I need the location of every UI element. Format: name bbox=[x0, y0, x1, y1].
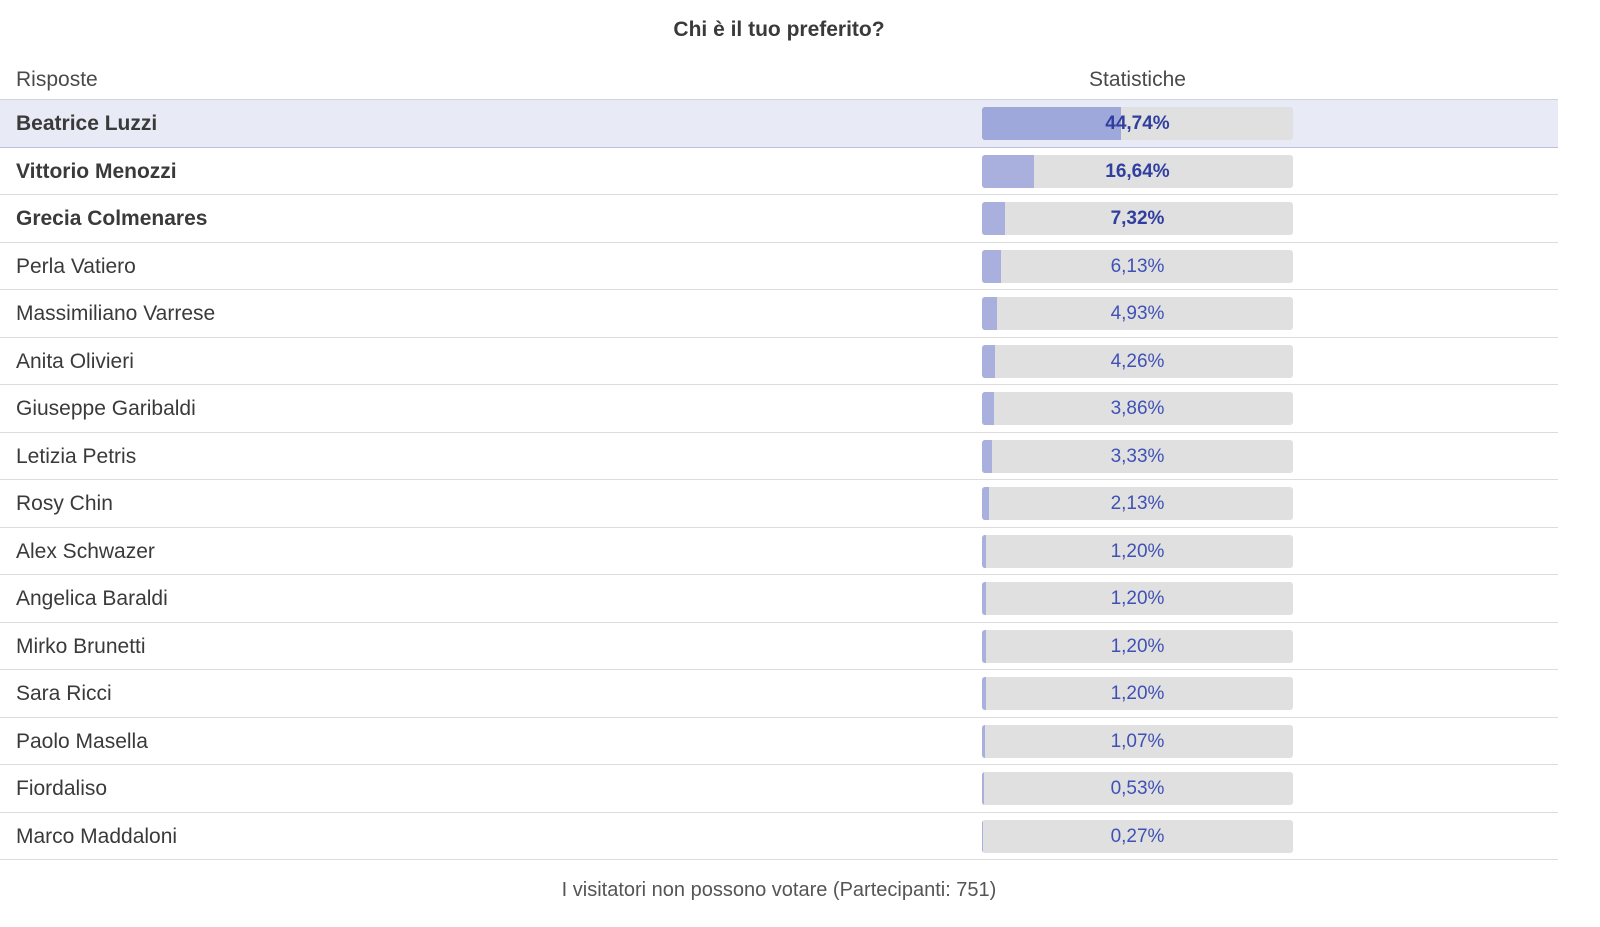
poll-result-bar-fill bbox=[982, 439, 993, 473]
poll-footer-note: I visitatori non possono votare (Parteci… bbox=[561, 879, 997, 901]
poll-result-bar-fill bbox=[982, 344, 996, 378]
poll-result-row: Rosy Chin 2,13% bbox=[0, 480, 1558, 528]
poll-result-bar: 1,20% bbox=[982, 534, 1293, 568]
poll-result-percent: 3,86% bbox=[1110, 398, 1165, 419]
poll-result-percent: 16,64% bbox=[1105, 160, 1170, 182]
poll-option-name: Paolo Masella bbox=[16, 729, 148, 753]
poll-table-header: Risposte Statistiche bbox=[0, 60, 1558, 100]
poll-option-name: Marco Maddaloni bbox=[16, 824, 178, 848]
poll-result-bar-fill bbox=[982, 249, 1002, 283]
poll-result-bar-fill bbox=[982, 677, 986, 710]
poll-option-name: Letizia Petris bbox=[16, 444, 137, 468]
poll-result-bar: 1,20% bbox=[982, 582, 1293, 615]
poll-result-row: Beatrice Luzzi 44,74% bbox=[0, 100, 1558, 148]
poll-result-bar-fill bbox=[982, 297, 998, 330]
poll-result-bar: 6,13% bbox=[982, 249, 1293, 283]
poll-result-row: Marco Maddaloni 0,27% bbox=[0, 813, 1558, 860]
answers-column-header: Risposte bbox=[16, 68, 98, 91]
poll-result-bar-fill bbox=[982, 772, 984, 805]
poll-result-bar: 16,64% bbox=[982, 154, 1293, 188]
poll-result-percent: 6,13% bbox=[1110, 255, 1165, 277]
poll-result-row: Alex Schwazer 1,20% bbox=[0, 528, 1558, 575]
poll-result-row: Perla Vatiero 6,13% bbox=[0, 243, 1558, 290]
poll-result-percent: 1,20% bbox=[1110, 683, 1165, 704]
poll-result-percent: 4,26% bbox=[1110, 350, 1165, 372]
poll-result-row: Fiordaliso 0,53% bbox=[0, 765, 1558, 813]
poll-result-row: Letizia Petris 3,33% bbox=[0, 433, 1558, 480]
poll-widget: Chi è il tuo preferito? Risposte Statist… bbox=[0, 18, 1558, 860]
poll-result-percent: 4,93% bbox=[1110, 303, 1165, 324]
poll-result-bar: 3,33% bbox=[982, 439, 1293, 473]
poll-option-name: Massimiliano Varrese bbox=[16, 302, 216, 325]
poll-result-bar-fill bbox=[982, 534, 986, 568]
poll-option-name: Vittorio Menozzi bbox=[16, 159, 177, 183]
poll-result-bar-fill bbox=[982, 392, 994, 425]
poll-result-bar: 1,20% bbox=[982, 629, 1293, 663]
poll-result-percent: 44,74% bbox=[1105, 113, 1170, 134]
poll-result-bar-fill bbox=[982, 487, 989, 520]
poll-result-bar: 0,53% bbox=[982, 772, 1293, 805]
poll-option-name: Anita Olivieri bbox=[16, 349, 134, 373]
poll-result-row: Sara Ricci 1,20% bbox=[0, 670, 1558, 718]
poll-result-row: Giuseppe Garibaldi 3,86% bbox=[0, 385, 1558, 433]
poll-result-bar-fill bbox=[982, 819, 983, 853]
poll-result-percent: 2,13% bbox=[1110, 493, 1165, 514]
poll-result-bar-fill bbox=[982, 724, 986, 758]
poll-option-name: Alex Schwazer bbox=[16, 539, 155, 563]
poll-result-row: Anita Olivieri 4,26% bbox=[0, 338, 1558, 385]
poll-result-bar: 1,20% bbox=[982, 677, 1293, 710]
poll-result-percent: 3,33% bbox=[1110, 445, 1165, 467]
poll-result-bar: 44,74% bbox=[982, 107, 1293, 140]
poll-result-row: Angelica Baraldi 1,20% bbox=[0, 575, 1558, 623]
poll-result-percent: 1,20% bbox=[1110, 635, 1165, 657]
poll-result-percent: 7,32% bbox=[1110, 208, 1165, 229]
poll-result-bar: 3,86% bbox=[982, 392, 1293, 425]
poll-title: Chi è il tuo preferito? bbox=[673, 18, 885, 41]
poll-result-row: Massimiliano Varrese 4,93% bbox=[0, 290, 1558, 338]
poll-option-name: Fiordaliso bbox=[16, 777, 108, 800]
poll-option-name: Angelica Baraldi bbox=[16, 587, 168, 610]
poll-result-bar: 1,07% bbox=[982, 724, 1293, 758]
poll-result-row: Vittorio Menozzi 16,64% bbox=[0, 148, 1558, 195]
poll-result-bar-fill bbox=[982, 154, 1034, 188]
poll-option-name: Mirko Brunetti bbox=[16, 634, 146, 658]
poll-result-bar-fill bbox=[982, 629, 986, 663]
poll-result-percent: 1,20% bbox=[1110, 540, 1165, 562]
poll-result-bar: 4,93% bbox=[982, 297, 1293, 330]
poll-result-bar: 2,13% bbox=[982, 487, 1293, 520]
poll-result-bar: 0,27% bbox=[982, 819, 1293, 853]
poll-result-bar-fill bbox=[982, 202, 1005, 235]
poll-result-row: Mirko Brunetti 1,20% bbox=[0, 623, 1558, 670]
poll-option-name: Beatrice Luzzi bbox=[16, 112, 158, 135]
poll-result-bar: 7,32% bbox=[982, 202, 1293, 235]
statistics-column-header: Statistiche bbox=[1089, 68, 1186, 91]
poll-result-row: Grecia Colmenares 7,32% bbox=[0, 195, 1558, 243]
poll-option-name: Sara Ricci bbox=[16, 682, 112, 705]
poll-result-bar-fill bbox=[982, 582, 986, 615]
poll-result-percent: 1,20% bbox=[1110, 588, 1165, 609]
poll-result-percent: 1,07% bbox=[1110, 730, 1165, 752]
poll-option-name: Grecia Colmenares bbox=[16, 207, 208, 230]
poll-result-bar: 4,26% bbox=[982, 344, 1293, 378]
poll-result-row: Paolo Masella 1,07% bbox=[0, 718, 1558, 765]
poll-results-list: Beatrice Luzzi 44,74% Vittorio Menozzi 16,6… bbox=[0, 100, 1558, 860]
poll-result-bar-fill bbox=[982, 107, 1122, 140]
poll-result-percent: 0,27% bbox=[1110, 825, 1165, 847]
poll-result-percent: 0,53% bbox=[1110, 778, 1165, 799]
poll-option-name: Perla Vatiero bbox=[16, 254, 136, 278]
poll-option-name: Rosy Chin bbox=[16, 492, 113, 515]
poll-option-name: Giuseppe Garibaldi bbox=[16, 397, 196, 420]
